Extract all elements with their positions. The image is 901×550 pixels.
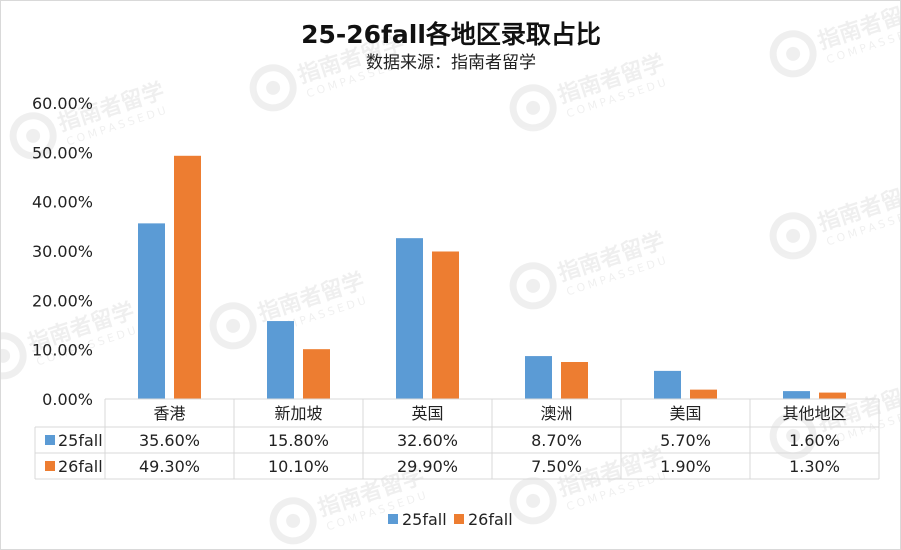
y-tick-label: 30.00% bbox=[32, 242, 93, 261]
bar-26fall-香港 bbox=[174, 155, 201, 399]
x-tick-label: 香港 bbox=[153, 404, 185, 423]
bar-25fall-香港 bbox=[138, 223, 165, 399]
bar-25fall-英国 bbox=[396, 238, 423, 399]
compass-logo-icon bbox=[509, 477, 557, 525]
table-series-label: 25fall bbox=[58, 431, 103, 450]
data-label: 1.60% bbox=[789, 431, 840, 450]
y-tick-label: 60.00% bbox=[32, 94, 93, 113]
compass-logo-icon bbox=[769, 212, 817, 260]
y-tick-label: 50.00% bbox=[32, 143, 93, 162]
bar-26fall-新加坡 bbox=[303, 349, 330, 399]
compass-logo-icon bbox=[209, 302, 257, 350]
y-tick-label: 20.00% bbox=[32, 291, 93, 310]
y-tick-label: 10.00% bbox=[32, 341, 93, 360]
data-label: 15.80% bbox=[268, 431, 329, 450]
bars bbox=[138, 155, 846, 399]
compass-logo-icon bbox=[9, 112, 57, 160]
bar-26fall-英国 bbox=[432, 251, 459, 399]
x-tick-label: 美国 bbox=[669, 404, 701, 423]
data-label: 5.70% bbox=[660, 431, 711, 450]
data-label: 10.10% bbox=[268, 457, 329, 476]
compass-logo-icon bbox=[509, 262, 557, 310]
x-tick-label: 英国 bbox=[411, 404, 443, 423]
bar-25fall-美国 bbox=[654, 370, 681, 399]
legend-label: 26fall bbox=[468, 510, 513, 529]
compass-logo-icon bbox=[1, 332, 27, 380]
chart-title: 25-26fall各地区录取占比 bbox=[301, 20, 601, 49]
data-label: 1.90% bbox=[660, 457, 711, 476]
legend-swatch bbox=[454, 514, 464, 524]
data-label: 1.30% bbox=[789, 457, 840, 476]
y-tick-label: 0.00% bbox=[42, 390, 93, 409]
data-label: 8.70% bbox=[531, 431, 582, 450]
x-tick-label: 澳洲 bbox=[540, 404, 572, 423]
bar-25fall-新加坡 bbox=[267, 321, 294, 399]
bar-25fall-其他地区 bbox=[783, 391, 810, 399]
legend-label: 25fall bbox=[402, 510, 447, 529]
data-label: 32.60% bbox=[397, 431, 458, 450]
bar-26fall-澳洲 bbox=[561, 362, 588, 399]
data-label: 7.50% bbox=[531, 457, 582, 476]
data-label: 49.30% bbox=[139, 457, 200, 476]
compass-logo-icon bbox=[769, 412, 817, 460]
bar-26fall-美国 bbox=[690, 389, 717, 399]
compass-logo-icon bbox=[769, 30, 817, 78]
bar-26fall-其他地区 bbox=[819, 392, 846, 399]
data-table: 香港 新加坡 英国 澳洲 美国 其他地区 25fall 35.60% 15.80% 32.60% 8… bbox=[34, 398, 880, 480]
compass-logo-icon bbox=[269, 497, 317, 545]
x-tick-label: 其他地区 bbox=[782, 404, 846, 423]
compass-logo-icon bbox=[249, 64, 297, 112]
y-axis: 0.00% 10.00% 20.00% 30.00% 40.00% 50.00% 60.00… bbox=[32, 94, 93, 409]
table-series-swatch bbox=[45, 461, 55, 471]
x-tick-label: 新加坡 bbox=[274, 404, 322, 423]
data-label: 35.60% bbox=[139, 431, 200, 450]
compass-logo-icon bbox=[509, 84, 557, 132]
chart-subtitle: 数据来源：指南者留学 bbox=[366, 53, 536, 73]
y-tick-label: 40.00% bbox=[32, 193, 93, 212]
legend: 25fall 26fall bbox=[388, 510, 513, 529]
data-label: 29.90% bbox=[397, 457, 458, 476]
table-series-label: 26fall bbox=[58, 457, 103, 476]
legend-swatch bbox=[388, 514, 398, 524]
table-series-swatch bbox=[45, 435, 55, 445]
bar-25fall-澳洲 bbox=[525, 356, 552, 399]
